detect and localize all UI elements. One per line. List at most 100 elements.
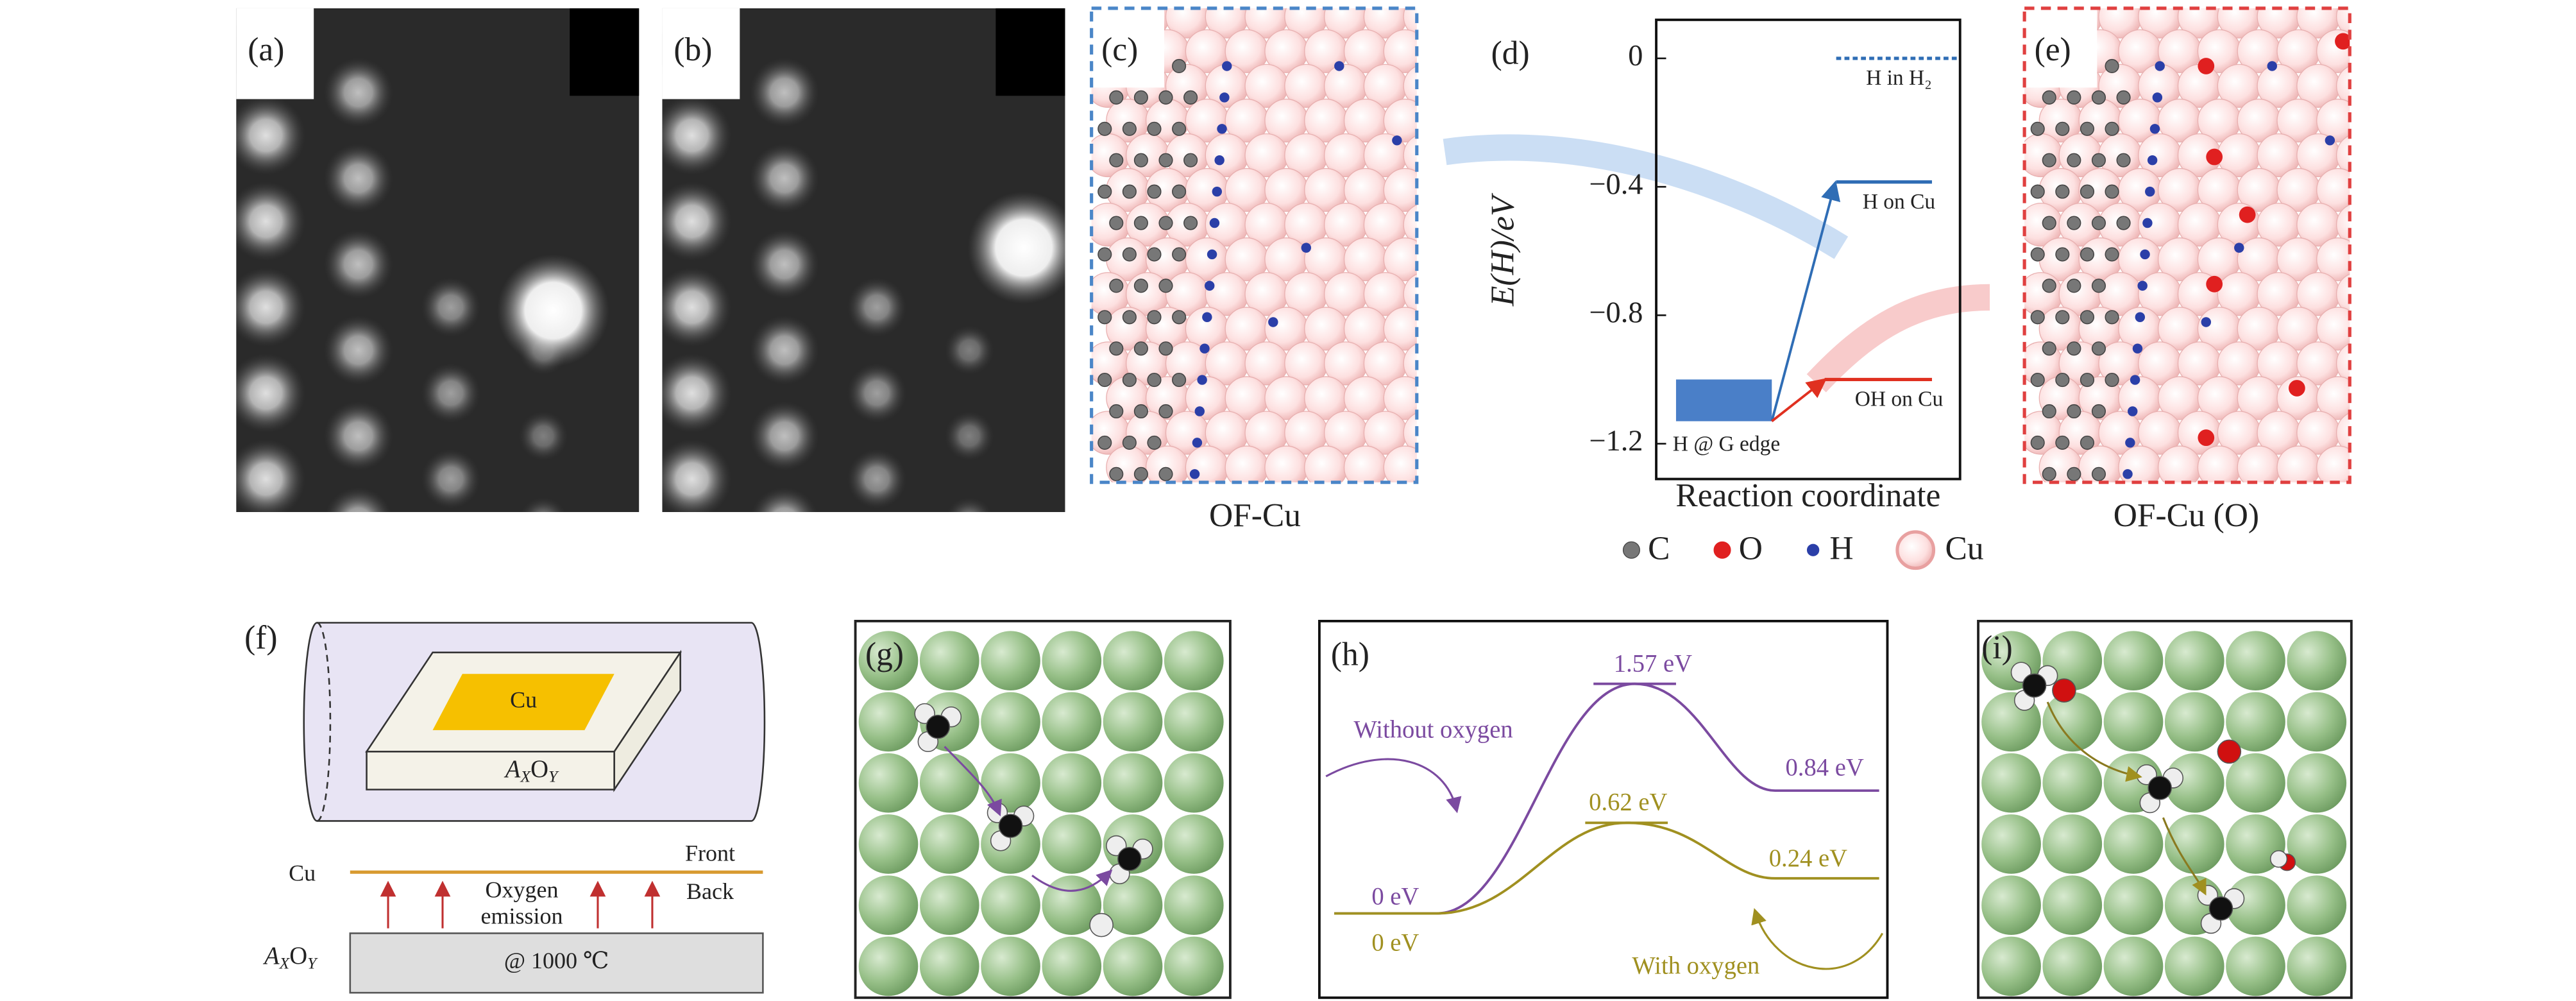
cu-atom	[1383, 237, 1417, 282]
o-atom	[2289, 380, 2305, 397]
panel-label: (h)	[1331, 636, 1369, 672]
c-atom	[2030, 184, 2045, 199]
c-atom	[1122, 310, 1137, 325]
legend-symbol	[1713, 541, 1731, 559]
edge-level	[1675, 379, 1772, 422]
surface-atom	[2226, 936, 2285, 997]
cu-atom	[1383, 307, 1417, 351]
c-atom	[2067, 216, 2081, 230]
cu-atom	[2158, 445, 2202, 483]
surface-atom	[1103, 936, 1163, 997]
c-atom	[2105, 310, 2119, 325]
c-atom	[1097, 373, 1112, 388]
c-atom	[1097, 121, 1112, 136]
c-atom	[1122, 121, 1137, 136]
h-atom	[2152, 92, 2163, 103]
surface-atom	[1042, 692, 1102, 752]
cu-atom	[2357, 307, 2400, 350]
legend-label: C	[1648, 531, 1670, 567]
cu-atom	[1403, 343, 1417, 384]
atom-blob	[751, 487, 818, 513]
c-atom	[1133, 153, 1148, 167]
surface-atom	[919, 936, 979, 997]
surface-atom	[2226, 692, 2285, 752]
c-atom	[2116, 153, 2131, 167]
cu-atom	[2316, 376, 2350, 420]
c-atom	[2055, 373, 2070, 388]
cu-label: Cu	[289, 860, 316, 886]
surface-atom	[2226, 753, 2285, 813]
h-atom	[2149, 124, 2160, 134]
c-atom	[1147, 247, 1162, 262]
surface-atom	[2164, 936, 2224, 997]
c-atom	[2067, 466, 2081, 481]
cu-atom	[2316, 307, 2350, 351]
h-atom	[1219, 92, 1230, 103]
surface-atom	[2042, 753, 2103, 813]
label-bg	[2024, 8, 2097, 88]
atom-blob	[323, 143, 393, 214]
c-atom	[1158, 216, 1173, 230]
c-atom	[1109, 404, 1124, 419]
surface-atom	[2042, 692, 2103, 752]
surface-atom	[1103, 875, 1163, 936]
transfer-arrow	[1806, 284, 1990, 393]
oxide-part: A	[504, 756, 521, 783]
label-bg	[236, 8, 314, 99]
surface-atom	[2042, 936, 2103, 997]
c-atom	[2042, 216, 2056, 230]
cu-atom	[1423, 307, 1466, 350]
panel-label: (g)	[865, 636, 904, 672]
surface-atom	[2287, 936, 2347, 997]
back-label: Back	[686, 878, 734, 904]
surface-atom	[2226, 875, 2285, 936]
c-atom	[1172, 310, 1187, 325]
cu-atom	[1423, 30, 1466, 73]
cu-atom	[2336, 273, 2350, 314]
surface-atom	[1981, 875, 2041, 936]
c-atom	[1158, 153, 1173, 167]
h-atom	[2155, 61, 2165, 71]
c-atom	[1147, 435, 1162, 450]
cu-atom	[1383, 167, 1417, 212]
cu-atom	[1224, 445, 1269, 483]
surface-atom	[2042, 814, 2103, 874]
h-atom	[1199, 343, 1210, 354]
atom-blob	[944, 325, 994, 375]
c-atom	[2091, 153, 2106, 167]
cu-atom	[1383, 29, 1417, 73]
surface-atom	[858, 753, 919, 813]
o-atom	[2239, 206, 2256, 223]
surface-atom	[1164, 631, 1224, 691]
surface-atom	[1164, 814, 1224, 874]
atom-blob	[847, 449, 907, 509]
cu-atom	[2336, 135, 2350, 176]
atom-blob	[421, 363, 481, 424]
atom-blob	[662, 439, 732, 513]
front-label: Front	[685, 841, 735, 866]
h-atom	[2125, 438, 2135, 448]
c-atom	[1147, 373, 1162, 388]
c-atom	[2091, 404, 2106, 419]
surface-atom	[1981, 936, 2041, 997]
surface-atom	[1042, 631, 1102, 691]
value-label: 0 eV	[1371, 883, 1419, 910]
c-atom	[2055, 184, 2070, 199]
legend-symbol	[1806, 543, 1820, 556]
surface-atom	[919, 875, 979, 936]
value-label: 0.62 eV	[1589, 789, 1667, 816]
c-atom	[1183, 90, 1198, 105]
molecule-atom	[2269, 850, 2288, 868]
label-arrow	[1325, 758, 1462, 814]
surface-atom	[858, 936, 919, 997]
o-atom	[2198, 429, 2215, 447]
o-atom	[2198, 58, 2215, 74]
c-atom	[1097, 247, 1112, 262]
cu-atom	[1403, 135, 1417, 176]
x-axis-label: Reaction coordinate	[1675, 477, 1940, 514]
c-atom	[2030, 121, 2045, 136]
c-atom	[2080, 247, 2095, 262]
h-atom	[2145, 186, 2155, 197]
